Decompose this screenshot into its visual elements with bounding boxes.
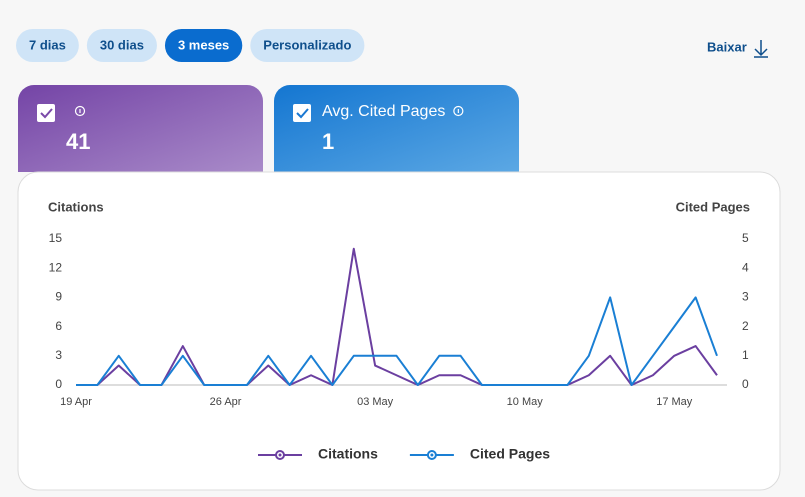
x-tick-label: 19 Apr	[60, 396, 92, 408]
filter-button[interactable]	[86, 29, 157, 62]
filter-label[interactable]: 7 dias	[29, 37, 66, 52]
y-tick-label: 15	[49, 231, 63, 245]
filter-button[interactable]	[164, 29, 243, 62]
filter-label[interactable]: 3 meses	[178, 37, 229, 52]
x-tick-label: 17 May	[656, 396, 693, 408]
y-axis-title: Citations	[48, 199, 104, 214]
checkmark	[296, 108, 309, 119]
card-label: Avg. Cited Pages	[322, 103, 445, 120]
y2-tick-label: 3	[742, 290, 749, 304]
y2-axis-title: Cited Pages	[676, 199, 750, 214]
legend-label[interactable]: Citations	[318, 446, 378, 462]
y-tick-label: 0	[55, 377, 62, 391]
info-icon	[453, 105, 464, 117]
checkmark	[40, 108, 53, 119]
legend-label[interactable]: Cited Pages	[470, 446, 550, 462]
y-tick-label: 3	[55, 348, 62, 362]
y2-tick-label: 4	[742, 260, 749, 274]
metric-card[interactable]	[18, 85, 263, 172]
x-tick-label: 03 May	[357, 396, 394, 408]
y2-tick-label: 5	[742, 231, 749, 245]
checkbox[interactable]	[293, 104, 311, 122]
download-icon[interactable]	[754, 40, 768, 58]
y-tick-label: 9	[55, 290, 62, 304]
chart-panel	[17, 171, 781, 491]
info-icon	[74, 105, 86, 117]
series-line	[76, 296, 718, 386]
filter-button[interactable]	[16, 29, 79, 62]
metric-card[interactable]	[274, 85, 519, 172]
x-tick-label: 10 May	[507, 396, 544, 408]
filter-label[interactable]: Personalizado	[263, 37, 351, 52]
x-tick-label: 26 Apr	[210, 396, 242, 408]
y2-tick-label: 0	[742, 377, 749, 391]
checkbox[interactable]	[37, 104, 55, 122]
legend-marker-dot	[278, 453, 282, 457]
filter-label[interactable]: 30 dias	[100, 37, 144, 52]
legend-marker-dot	[430, 453, 434, 457]
card-value: 1	[322, 129, 334, 154]
y-tick-label: 12	[49, 260, 63, 274]
series-line	[76, 247, 718, 386]
y2-tick-label: 1	[742, 348, 749, 362]
card-value: 41	[66, 129, 90, 154]
y-tick-label: 6	[55, 319, 62, 333]
y2-tick-label: 2	[742, 319, 749, 333]
filter-button[interactable]	[250, 29, 365, 62]
download-button[interactable]: Baixar	[707, 39, 747, 54]
